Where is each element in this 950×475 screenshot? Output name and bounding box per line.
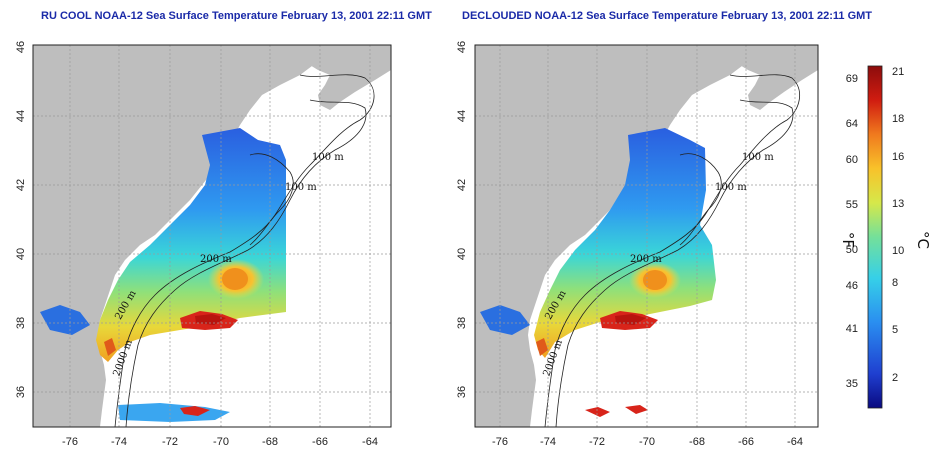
x-tick-label: -66: [738, 436, 754, 448]
land-nova-scotia: [730, 45, 818, 110]
fahrenheit-tick: 69: [846, 73, 858, 85]
x-tick-label: -76: [62, 436, 78, 448]
colorbar: 35 41 46 50 55 60 64 69 2 5 8 10 13 16 1…: [839, 65, 932, 409]
x-tick-label: -74: [540, 436, 556, 448]
y-tick-label: 44: [456, 110, 468, 122]
celsius-tick: 18: [892, 113, 904, 125]
celsius-tick: 10: [892, 245, 904, 257]
colorbar-fahrenheit-ticks: 35 41 46 50 55 60 64 69: [846, 73, 858, 390]
contour-label: 200 m: [630, 254, 662, 265]
left-panel-title: RU COOL NOAA-12 Sea Surface Temperature …: [41, 10, 432, 22]
contour-label: 100 m: [715, 182, 747, 193]
y-tick-label: 44: [15, 110, 27, 122]
celsius-tick: 21: [892, 66, 904, 78]
fahrenheit-tick: 35: [846, 378, 858, 390]
contour-label: 200 m: [200, 254, 232, 265]
celsius-tick: 16: [892, 151, 904, 163]
right-map: 100 m 100 m 200 m 200 m 2000 m -76 -74 -…: [456, 41, 819, 448]
fahrenheit-tick: 55: [846, 199, 858, 211]
x-tick-label: -76: [492, 436, 508, 448]
celsius-unit-label: °C: [914, 231, 932, 249]
x-tick-label: -66: [312, 436, 328, 448]
y-tick-label: 42: [456, 179, 468, 191]
left-map: 100 m 100 m 200 m 200 m 2000 m -76 -74 -…: [15, 41, 392, 448]
y-tick-label: 38: [15, 317, 27, 329]
contour-label: 100 m: [742, 152, 774, 163]
contour-label: 100 m: [285, 182, 317, 193]
colorbar-celsius-ticks: 2 5 8 10 13 16 18 21: [892, 66, 904, 384]
y-tick-label: 46: [15, 41, 27, 53]
fahrenheit-tick: 60: [846, 154, 858, 166]
right-panel-title: DECLOUDED NOAA-12 Sea Surface Temperatur…: [462, 10, 873, 22]
celsius-tick: 8: [892, 277, 898, 289]
fahrenheit-unit-label: °F: [839, 232, 857, 248]
land-mass: [475, 45, 760, 427]
celsius-tick: 5: [892, 324, 898, 336]
left-x-ticks: -76 -74 -72 -70 -68 -66 -64: [62, 436, 378, 448]
y-tick-label: 36: [456, 386, 468, 398]
x-tick-label: -64: [362, 436, 378, 448]
fahrenheit-tick: 50: [846, 244, 858, 256]
y-tick-label: 40: [15, 248, 27, 260]
fahrenheit-tick: 64: [846, 118, 858, 130]
y-tick-label: 38: [456, 317, 468, 329]
x-tick-label: -70: [213, 436, 229, 448]
x-tick-label: -72: [162, 436, 178, 448]
graticule: [475, 45, 818, 427]
right-x-ticks: -76 -74 -72 -70 -68 -66 -64: [492, 436, 803, 448]
y-tick-label: 36: [15, 386, 27, 398]
celsius-tick: 2: [892, 372, 898, 384]
x-tick-label: -64: [787, 436, 803, 448]
land-mass: [33, 45, 330, 427]
land-nova-scotia: [300, 45, 391, 110]
x-tick-label: -68: [689, 436, 705, 448]
colorbar-gradient: [867, 65, 883, 409]
right-y-ticks: 36 38 40 42 44 46: [456, 41, 468, 398]
x-tick-label: -74: [111, 436, 127, 448]
x-tick-label: -68: [262, 436, 278, 448]
x-tick-label: -72: [589, 436, 605, 448]
y-tick-label: 46: [456, 41, 468, 53]
bathymetry-contours: [114, 74, 375, 427]
y-tick-label: 42: [15, 179, 27, 191]
contour-label: 100 m: [312, 152, 344, 163]
fahrenheit-tick: 41: [846, 323, 858, 335]
x-tick-label: -70: [639, 436, 655, 448]
y-tick-label: 40: [456, 248, 468, 260]
celsius-tick: 13: [892, 198, 904, 210]
left-y-ticks: 36 38 40 42 44 46: [15, 41, 27, 398]
fahrenheit-tick: 46: [846, 280, 858, 292]
sst-field: [96, 128, 286, 362]
bathymetry-contours: [544, 74, 800, 427]
